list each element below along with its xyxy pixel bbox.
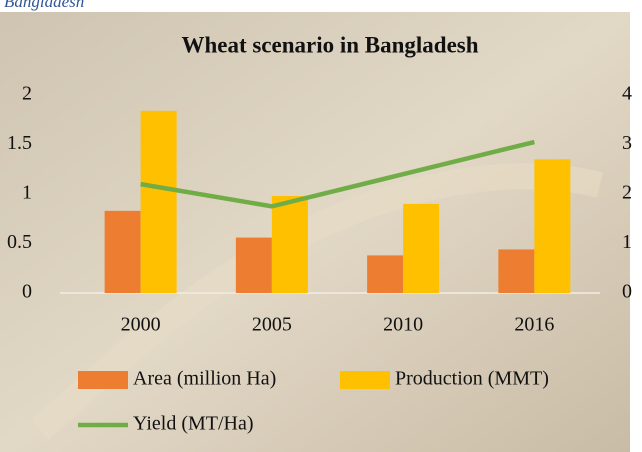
bar — [141, 111, 177, 293]
x-tick-label: 2010 — [383, 314, 423, 336]
y-tick-label: 0.5 — [7, 231, 32, 253]
x-tick-label: 2000 — [121, 314, 161, 336]
x-tick-label: 2016 — [514, 314, 554, 336]
y2-tick-label: 0 — [622, 281, 632, 303]
bar — [534, 159, 570, 293]
bar — [236, 238, 272, 293]
y-tick-label: 2 — [22, 83, 32, 105]
bar — [272, 196, 308, 293]
y-tick-label: 0 — [22, 281, 32, 303]
y2-tick-label: 2 — [622, 182, 632, 204]
chart: Bangladesh Wheat scenario in Bangladesh … — [0, 0, 642, 452]
page: {"caption": "Bangladesh", "chart_data": … — [0, 0, 642, 452]
legend-swatch — [78, 371, 128, 389]
bar — [367, 255, 403, 293]
y2-tick-label: 1 — [622, 231, 632, 253]
x-tick-label: 2005 — [252, 314, 292, 336]
y2-tick-label: 4 — [622, 83, 632, 105]
legend-swatch — [340, 371, 390, 389]
y-tick-label: 1.5 — [7, 132, 32, 154]
legend-label: Area (million Ha) — [133, 368, 276, 390]
legend-label: Production (MMT) — [395, 368, 549, 390]
bar — [403, 204, 439, 293]
y2-tick-label: 3 — [622, 132, 632, 154]
chart-title: Wheat scenario in Bangladesh — [181, 32, 478, 57]
bar — [498, 249, 534, 293]
caption: Bangladesh — [4, 0, 84, 11]
y-tick-label: 1 — [22, 182, 32, 204]
legend-label: Yield (MT/Ha) — [133, 413, 254, 435]
bar — [105, 211, 141, 293]
